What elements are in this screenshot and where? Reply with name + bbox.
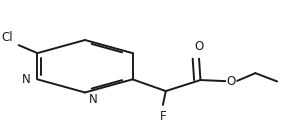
Text: O: O [194, 40, 204, 53]
Text: N: N [89, 93, 97, 106]
Text: Cl: Cl [1, 31, 13, 44]
Text: N: N [21, 73, 30, 86]
Text: O: O [226, 75, 235, 88]
Text: F: F [160, 110, 166, 123]
